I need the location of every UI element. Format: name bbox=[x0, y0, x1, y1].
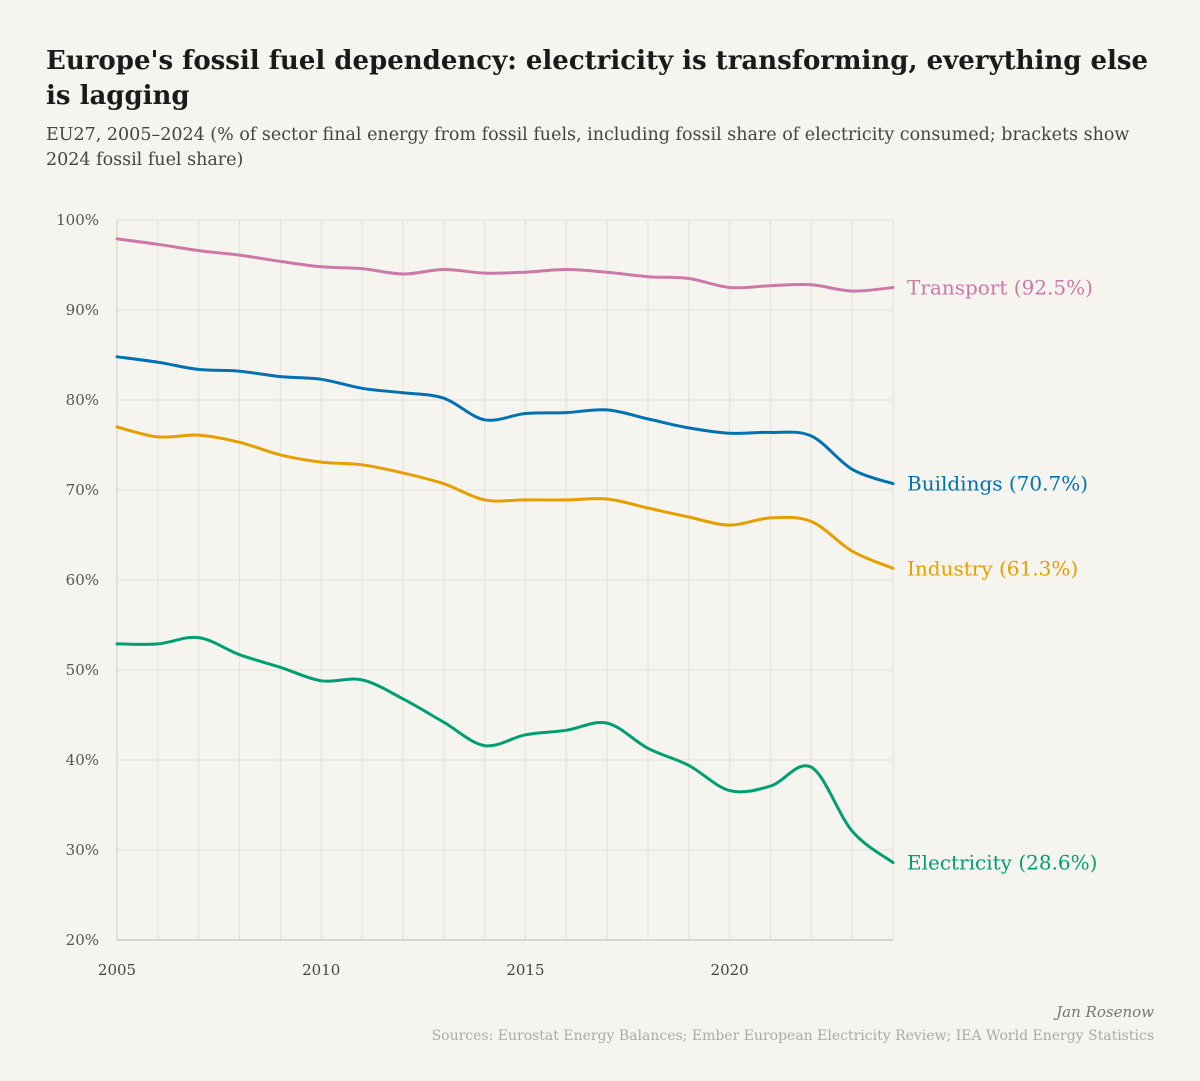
chart-subtitle: EU27, 2005–2024 (% of sector final energ… bbox=[46, 125, 1130, 170]
y-tick-label: 60% bbox=[66, 571, 99, 589]
series-label-buildings: Buildings (70.7%) bbox=[907, 472, 1088, 496]
line-chart: 20% 30% 40% 50% 60% 70% 80% 90% 100% 2005 2010 2015… bbox=[56, 211, 1097, 979]
y-tick-label: 70% bbox=[66, 481, 99, 499]
x-tick-label: 2010 bbox=[302, 961, 340, 979]
series-line-industry bbox=[115, 425, 895, 570]
chart-title: Europe's fossil fuel dependency: electri… bbox=[46, 46, 1149, 111]
series-line-transport bbox=[115, 237, 895, 293]
y-tick-label: 20% bbox=[66, 931, 99, 949]
y-tick-label: 50% bbox=[66, 661, 99, 679]
series-label-electricity: Electricity (28.6%) bbox=[907, 851, 1097, 875]
series-line-electricity bbox=[115, 635, 895, 865]
series-line-buildings bbox=[115, 355, 895, 486]
series-label-industry: Industry (61.3%) bbox=[907, 556, 1078, 580]
x-tick-label: 2015 bbox=[506, 961, 544, 979]
author: Jan Rosenow bbox=[1056, 1003, 1154, 1021]
series-label-transport: Transport (92.5%) bbox=[907, 276, 1093, 300]
x-tick-label: 2020 bbox=[711, 961, 749, 979]
y-tick-label: 90% bbox=[66, 301, 99, 319]
y-tick-label: 100% bbox=[56, 211, 99, 229]
y-tick-label: 80% bbox=[66, 391, 99, 409]
sources: Sources: Eurostat Energy Balances; Ember… bbox=[431, 1028, 1154, 1044]
x-tick-label: 2005 bbox=[98, 961, 136, 979]
y-tick-label: 30% bbox=[66, 841, 99, 859]
y-tick-label: 40% bbox=[66, 751, 99, 769]
